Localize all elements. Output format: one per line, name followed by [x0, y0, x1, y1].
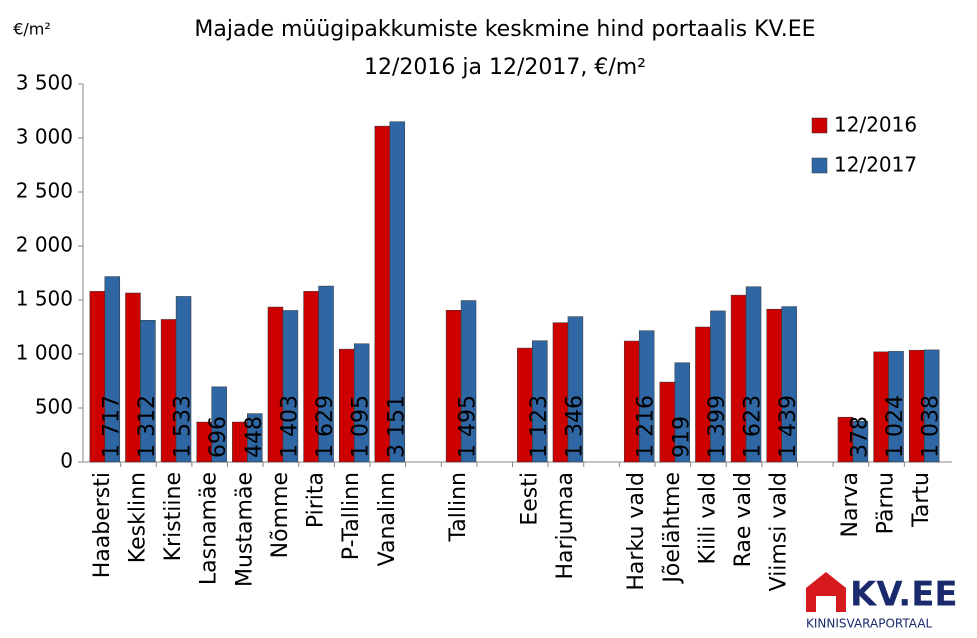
data-label: 1 623	[741, 395, 766, 458]
data-label: 1 629	[313, 395, 338, 458]
data-label: 1 403	[277, 395, 302, 458]
x-tick-label: P-Tallinn	[339, 472, 364, 560]
bar	[923, 349, 940, 463]
bar	[460, 300, 477, 463]
data-label: 1 038	[919, 395, 944, 458]
x-tick-label: Nõmme	[268, 472, 293, 558]
chart-subtitle: 12/2016 ja 12/2017, €/m²	[364, 55, 646, 80]
bar	[638, 330, 655, 463]
data-label: 1 123	[527, 395, 552, 458]
x-tick-label: Harku vald	[624, 472, 649, 591]
bar	[781, 306, 797, 463]
chart-title: Majade müügipakkumiste keskmine hind por…	[194, 17, 815, 42]
data-label: 1 533	[171, 395, 196, 458]
x-tick-label: Tallinn	[446, 472, 471, 543]
x-tick-label: Kesklinn	[125, 472, 150, 563]
y-tick-label: 2 000	[16, 233, 73, 257]
legend-label: 12/2017	[834, 153, 917, 177]
data-label: 696	[206, 416, 231, 458]
x-tick-label: Pärnu	[874, 472, 899, 534]
data-label: 1 439	[776, 395, 801, 458]
x-tick-label: Mustamäe	[232, 472, 257, 587]
data-label: 1 312	[135, 395, 160, 458]
y-tick-label: 1 000	[16, 341, 73, 365]
y-tick-label: 2 500	[16, 179, 73, 203]
data-label: 1 346	[562, 395, 587, 458]
x-tick-label: Narva	[838, 472, 863, 537]
y-axis-label: €/m²	[13, 20, 51, 39]
y-tick-label: 500	[35, 395, 73, 419]
bar	[247, 413, 263, 463]
x-tick-label: Eesti	[517, 472, 542, 526]
legend-swatch	[811, 157, 828, 174]
logo-icon	[806, 572, 846, 612]
bar	[710, 310, 726, 463]
data-label: 3 151	[384, 395, 409, 458]
x-tick-label: Pirita	[304, 472, 329, 528]
bar	[888, 351, 904, 463]
legend-swatch	[811, 117, 828, 134]
data-label: 1 216	[634, 395, 659, 458]
logo: KV.EE KINNISVARAPORTAAL	[806, 572, 958, 631]
y-tick-label: 0	[60, 449, 73, 473]
bar	[674, 362, 691, 463]
x-tick-label: Kristiine	[161, 472, 186, 561]
bar	[745, 286, 762, 463]
bar	[567, 316, 584, 463]
data-label: 919	[669, 416, 694, 458]
bar	[389, 121, 406, 463]
data-label: 1 024	[883, 395, 908, 458]
y-tick-label: 1 500	[16, 287, 73, 311]
data-label: 1 717	[99, 395, 124, 458]
data-label: 378	[847, 416, 872, 458]
x-tick-label: Rae vald	[731, 472, 756, 567]
bar	[282, 310, 299, 463]
logo-name: KV.EE	[850, 575, 958, 615]
bar	[211, 386, 227, 463]
x-tick-label: Viimsi vald	[767, 472, 792, 591]
x-tick-label: Lasnamäe	[197, 472, 222, 585]
bar	[532, 340, 548, 463]
data-label: 1 095	[349, 395, 374, 458]
y-tick-label: 3 500	[16, 71, 73, 95]
data-label: 1 399	[705, 395, 730, 458]
logo-tagline: KINNISVARAPORTAAL	[806, 617, 933, 631]
x-tick-label: Jõelähtme	[660, 472, 685, 585]
data-label: 448	[242, 416, 267, 458]
bar	[353, 343, 370, 463]
bar	[140, 320, 156, 463]
bar	[318, 285, 334, 463]
bar	[852, 420, 869, 463]
x-tick-label: Tartu	[909, 472, 934, 528]
x-tick-label: Haabersti	[90, 472, 115, 578]
legend-label: 12/2016	[834, 113, 917, 137]
x-tick-label: Vanalinn	[375, 472, 400, 566]
bar	[104, 276, 121, 463]
y-tick-label: 3 000	[16, 125, 73, 149]
bar	[175, 296, 192, 463]
x-tick-label: Kiili vald	[695, 472, 720, 564]
x-tick-label: Harjumaa	[553, 472, 578, 580]
data-label: 1 495	[456, 395, 481, 458]
